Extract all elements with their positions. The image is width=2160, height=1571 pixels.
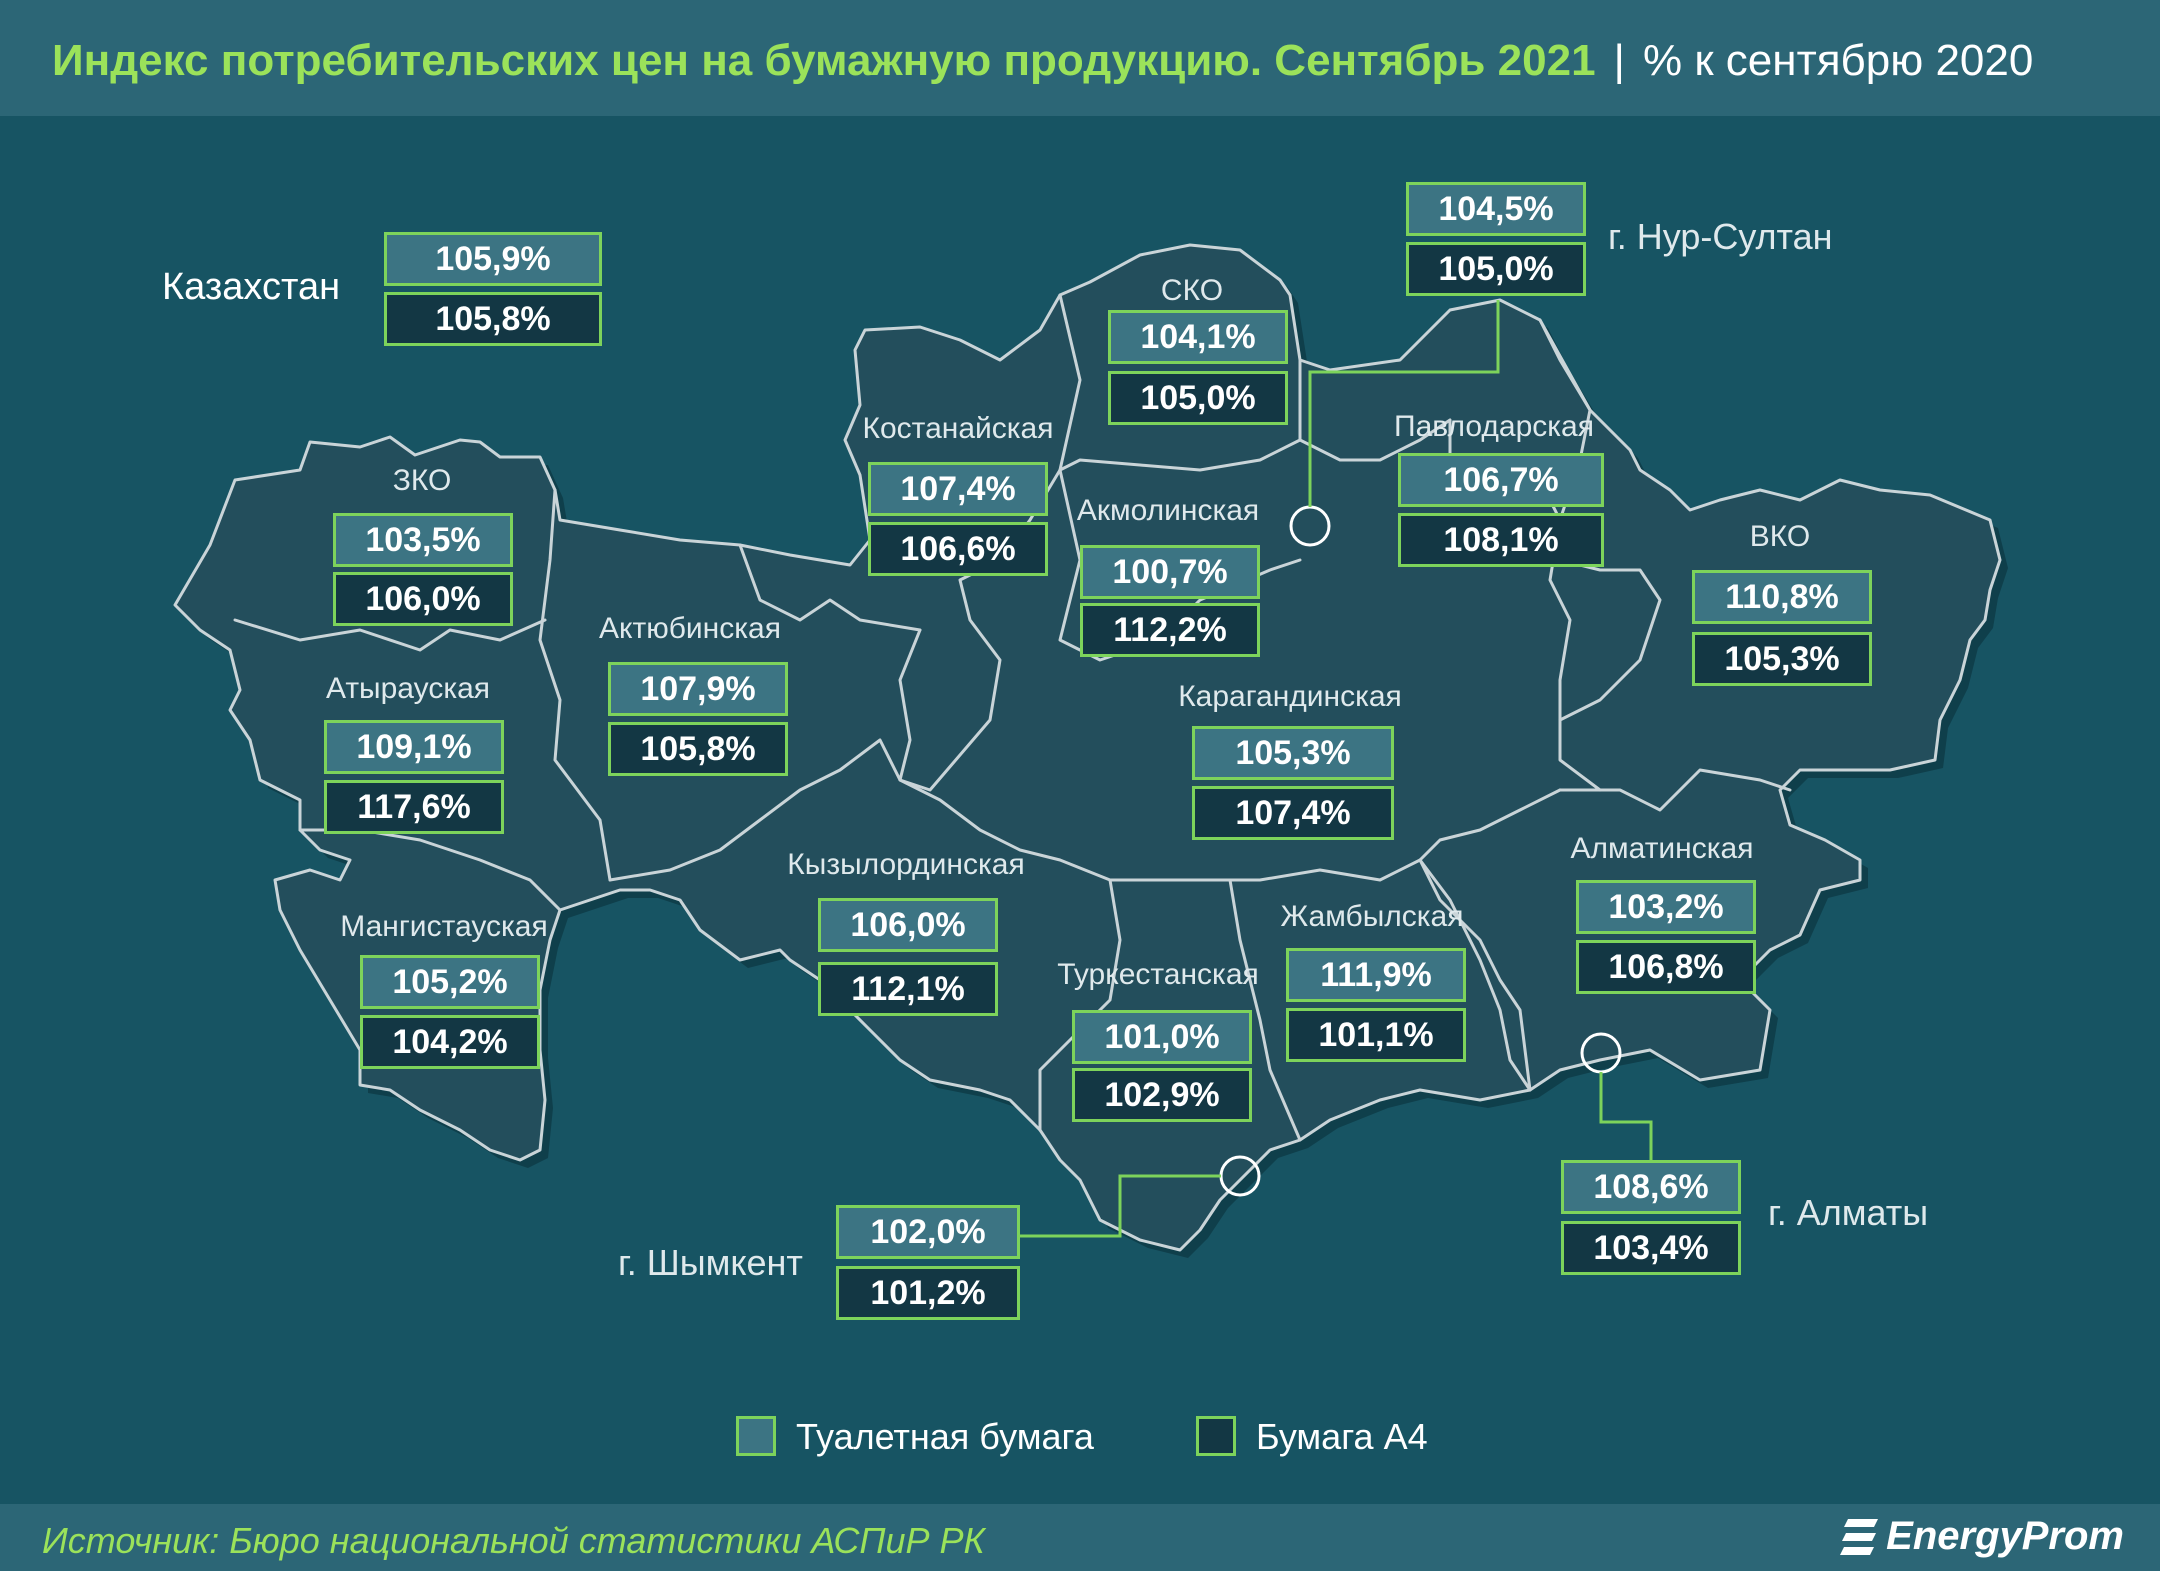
sko-toilet-paper-value: 104,1%: [1108, 310, 1288, 364]
city-label-nur-sultan: г. Нур-Султан: [1608, 216, 1833, 257]
nur-sultan-paper-a4-value: 105,0%: [1406, 242, 1586, 296]
region-label-akmola: Акмолинская: [1076, 494, 1260, 527]
border-sko-kostanay: [1058, 293, 1082, 472]
city-label-shymkent: г. Шымкент: [618, 1242, 803, 1283]
pavlodar-toilet-paper-value: 106,7%: [1398, 453, 1604, 507]
border-zko-atyrau: [233, 618, 547, 652]
border-kostanay-karaganda: [898, 628, 922, 782]
region-label-mangistau: Мангистауская: [340, 910, 548, 943]
sko-paper-a4-value: 105,0%: [1108, 371, 1288, 425]
zko-toilet-paper-value: 103,5%: [333, 513, 513, 567]
border-karaganda-vko: [1548, 518, 1602, 792]
footer: Источник: Бюро национальной статистики А…: [0, 1504, 2160, 1571]
kyzylorda-toilet-paper-value: 106,0%: [818, 898, 998, 952]
border-kostanay-aktobe: [738, 543, 922, 632]
almaty-region-toilet-paper-value: 103,2%: [1576, 880, 1756, 934]
region-label-atyrau: Атырауская: [325, 672, 491, 705]
kazakhstan-toilet-paper-value: 105,9%: [384, 232, 602, 286]
mangistau-paper-a4-value: 104,2%: [360, 1015, 540, 1069]
region-label-zko: ЗКО: [392, 464, 452, 497]
turkestan-paper-a4-value: 102,9%: [1072, 1068, 1252, 1122]
vko-paper-a4-value: 105,3%: [1692, 632, 1872, 686]
shymkent-paper-a4-value: 101,2%: [836, 1266, 1020, 1320]
atyrau-toilet-paper-value: 109,1%: [324, 720, 504, 774]
title-unit: % к сентябрю 2020: [1642, 36, 2034, 85]
shymkent-toilet-paper-value: 102,0%: [836, 1205, 1020, 1259]
region-label-pavlodar: Павлодарская: [1394, 410, 1594, 443]
mangistau-toilet-paper-value: 105,2%: [360, 955, 540, 1009]
title-separator: |: [1613, 36, 1625, 85]
region-label-turkestan: Туркестанская: [1057, 958, 1259, 991]
connector-lines: [1020, 300, 1653, 1238]
aktobe-paper-a4-value: 105,8%: [608, 722, 788, 776]
border-karaganda-zhambyl: [1108, 858, 1422, 882]
almaty-toilet-paper-value: 108,6%: [1561, 1160, 1741, 1214]
zhambyl-paper-a4-value: 101,1%: [1286, 1008, 1466, 1062]
chart-title: Индекс потребительских цен на бумажную п…: [52, 36, 2033, 86]
aktobe-toilet-paper-value: 107,9%: [608, 662, 788, 716]
kyzylorda-paper-a4-value: 112,1%: [818, 962, 998, 1016]
region-label-zhambyl: Жамбылская: [1280, 900, 1464, 933]
border-aktobe-kyzylorda: [608, 738, 1112, 882]
border-turkestan-zhambyl: [1228, 878, 1302, 1142]
region-label-aktobe: Актюбинская: [599, 612, 781, 645]
city-label-almaty: г. Алматы: [1768, 1192, 1929, 1233]
title-main: Индекс потребительских цен на бумажную п…: [52, 36, 1596, 85]
legend-label-toilet-paper: Туалетная бумага: [796, 1416, 1094, 1457]
border-vko-almaty: [1558, 768, 1792, 812]
kazakhstan-label: Казахстан: [162, 266, 341, 308]
akmola-paper-a4-value: 112,2%: [1080, 603, 1260, 657]
legend-label-paper-a4: Бумага А4: [1256, 1416, 1428, 1457]
region-label-almaty-region: Алматинская: [1570, 832, 1754, 865]
karaganda-toilet-paper-value: 105,3%: [1192, 726, 1394, 780]
nur-sultan-toilet-paper-value: 104,5%: [1406, 182, 1586, 236]
border-zko-aktobe: [538, 488, 612, 882]
atyrau-paper-a4-value: 117,6%: [324, 780, 504, 834]
energyprom-logo: EnergyProm: [1840, 1514, 2124, 1559]
region-label-vko: ВКО: [1749, 520, 1811, 553]
border-pavlodar-vko: [1538, 318, 1662, 722]
source-note: Источник: Бюро национальной статистики А…: [42, 1520, 985, 1561]
logo-text: EnergyProm: [1886, 1514, 2124, 1558]
akmola-toilet-paper-value: 100,7%: [1080, 545, 1260, 599]
turkestan-toilet-paper-value: 101,0%: [1072, 1010, 1252, 1064]
pavlodar-paper-a4-value: 108,1%: [1398, 513, 1604, 567]
region-label-sko: СКО: [1160, 274, 1224, 307]
region-label-karaganda: Карагандинская: [1178, 680, 1402, 713]
legend-swatch-toilet-paper: [736, 1416, 776, 1456]
zhambyl-toilet-paper-value: 111,9%: [1286, 948, 1466, 1002]
kazakhstan-paper-a4-value: 105,8%: [384, 292, 602, 346]
region-label-kyzylorda: Кызылординская: [787, 848, 1025, 881]
title-bar: Индекс потребительских цен на бумажную п…: [0, 0, 2160, 116]
vko-toilet-paper-value: 110,8%: [1692, 570, 1872, 624]
connector-nur-sultan: [1308, 300, 1500, 507]
city-markers: [1219, 505, 1622, 1197]
energyprom-logo-icon: [1840, 1518, 1879, 1555]
connector-almaty: [1599, 1072, 1653, 1165]
kostanay-toilet-paper-value: 107,4%: [868, 462, 1048, 516]
zko-paper-a4-value: 106,0%: [333, 572, 513, 626]
kostanay-paper-a4-value: 106,6%: [868, 522, 1048, 576]
legend-swatch-paper-a4: [1196, 1416, 1236, 1456]
border-zhambyl-almaty: [1418, 858, 1532, 1092]
almaty-paper-a4-value: 103,4%: [1561, 1221, 1741, 1275]
karaganda-paper-a4-value: 107,4%: [1192, 786, 1394, 840]
region-label-kostanay: Костанайская: [862, 412, 1054, 445]
connector-shymkent: [1020, 1174, 1221, 1238]
almaty-region-paper-a4-value: 106,8%: [1576, 940, 1756, 994]
border-karaganda-almaty: [1418, 788, 1562, 1092]
